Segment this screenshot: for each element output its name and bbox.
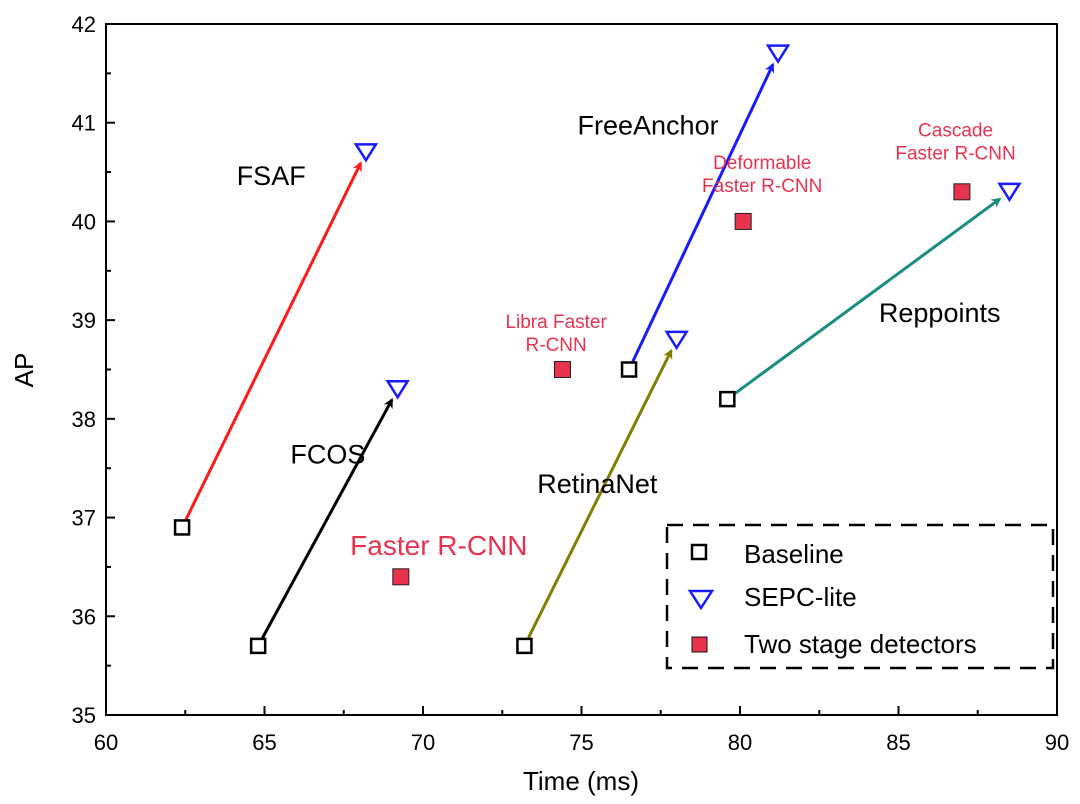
two-stage-label-3: Cascade Faster R-CNN [895,121,1015,165]
two-stage-point-2 [734,212,752,230]
retinanet-arrow [527,348,673,639]
freeanchor-label: FreeAnchor [578,111,719,141]
y-tick-label-6: 41 [72,111,96,136]
two-stage-label-2-line-0: Deformable [713,153,811,174]
two-stage-label-1-line-1: R-CNN [526,335,587,356]
detector-labels: FSAF FCOS RetinaNet FreeAnchor Reppoints Fast… [237,111,1016,562]
y-tick-label-1: 36 [72,604,96,629]
two-stage-point-1 [553,361,571,378]
y-tick-label-3: 38 [72,407,96,432]
axis-ticks: 60 65 70 75 80 85 90 35 36 37 38 39 40 41 42 [72,12,1070,755]
two-stage-label-2-line-1: Faster R-CNN [702,176,822,197]
two-stage-label-3-line-1: Faster R-CNN [895,144,1015,165]
fsaf-baseline-point [173,519,191,536]
two-stage-label-2: Deformable Faster R-CNN [702,153,822,197]
two-stage-label-1-line-0: Libra Faster [505,312,607,333]
y-tick-label-5: 40 [72,209,96,234]
two-stage-label-3-line-0: Cascade [918,121,993,142]
legend-baseline-label: Baseline [744,539,844,569]
x-tick-label-3: 75 [569,730,593,755]
x-axis-title: Time (ms) [523,766,639,796]
y-axis-title: AP [9,353,39,388]
x-tick-label-5: 85 [886,730,910,755]
legend-two-stage-marker [691,636,708,653]
reppoints-sepc-point [997,182,1022,203]
retinanet-sepc-point [664,330,689,351]
fcos-arrow [261,398,394,639]
two-stage-point-0 [392,568,410,586]
reppoints-baseline-point [719,390,736,408]
fsaf-arrow [184,161,363,521]
y-tick-label-7: 42 [72,12,96,37]
x-tick-label-6: 90 [1045,730,1069,755]
markers [173,44,1022,655]
y-tick-label-4: 39 [72,308,96,333]
freeanchor-sepc-point [765,44,791,64]
fsaf-sepc-point [353,143,379,163]
legend-sepc-marker [687,589,715,611]
freeanchor-baseline-point [620,361,638,378]
legend-box [665,523,1055,670]
y-tick-label-2: 37 [72,506,96,531]
x-tick-label-4: 80 [728,730,752,755]
fcos-sepc-point [385,379,410,400]
x-tick-label-2: 70 [411,730,435,755]
reppoints-label: Reppoints [879,298,1001,328]
arrow-series [184,62,1002,639]
two-stage-label-0: Faster R-CNN [350,530,527,561]
fcos-baseline-point [249,637,267,655]
legend-two-stage-label: Two stage detectors [744,629,977,659]
freeanchor-arrow [631,62,775,362]
reppoints-arrow [733,197,1002,395]
y-tick-label-0: 35 [72,703,96,728]
two-stage-point-3 [953,183,971,201]
fsaf-label: FSAF [237,161,306,191]
legend: Baseline SEPC-lite Two stage detectors [665,523,1055,670]
retinanet-baseline-point [516,637,533,655]
x-tick-label-0: 60 [94,730,118,755]
x-tick-label-1: 65 [252,730,276,755]
retinanet-label: RetinaNet [537,469,658,499]
legend-baseline-marker [690,543,708,561]
fcos-label: FCOS [290,439,365,469]
legend-sepc-label: SEPC-lite [744,582,857,612]
two-stage-label-1: Libra Faster R-CNN [505,312,607,356]
